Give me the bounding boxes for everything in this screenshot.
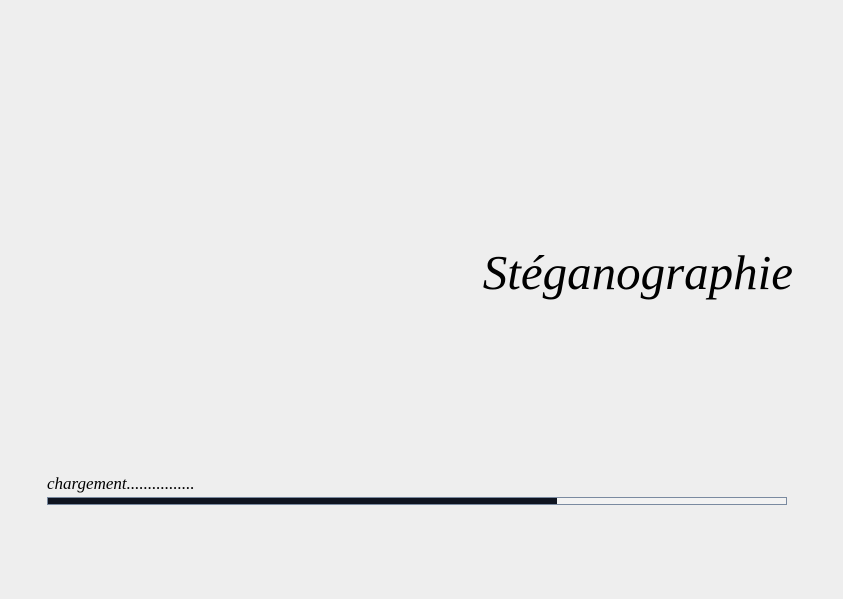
loading-progress-fill: [48, 498, 558, 504]
loading-progress-bar: [47, 497, 787, 505]
loading-label: chargement................: [47, 474, 195, 493]
app-title: Stéganographie: [482, 245, 793, 300]
